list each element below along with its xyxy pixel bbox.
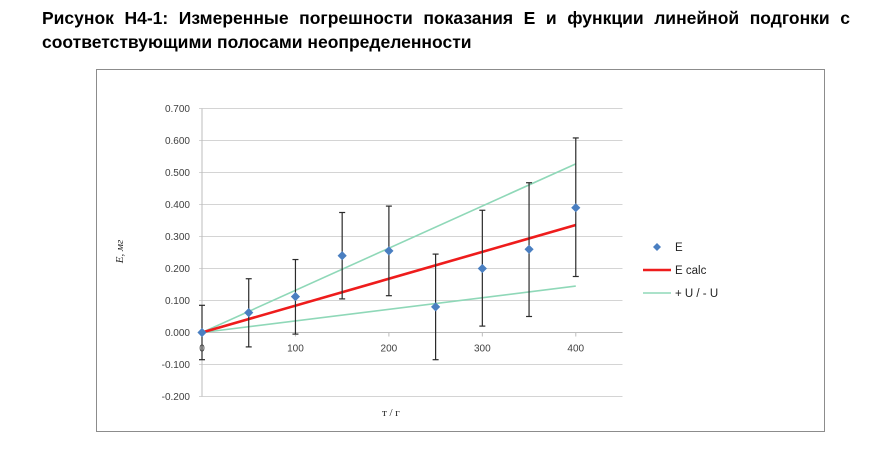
legend-label-e-calc: E calc: [675, 265, 707, 277]
y-tick-label: 0.500: [165, 168, 190, 179]
lower-uncertainty-line: [201, 285, 576, 334]
legend-label-e: E: [675, 242, 683, 254]
y-tick-label: 0.400: [165, 200, 190, 211]
x-tick-label: 400: [567, 344, 584, 355]
tick-labels: -0.200 -0.100 0.000 0.100 0.200 0.300 0.400 0.5…: [162, 104, 585, 403]
data-point: [197, 327, 207, 338]
y-tick-label: 0.700: [165, 104, 190, 115]
figure-caption: Рисунок H4-1: Измеренные погрешности пок…: [42, 8, 850, 52]
data-point: [431, 302, 441, 312]
data-point: [290, 292, 301, 302]
chart-frame: -0.200 -0.100 0.000 0.100 0.200 0.300 0.400 0.5…: [96, 69, 825, 432]
legend-label-uncertainty: + U / - U: [675, 288, 718, 300]
axes: [201, 108, 623, 397]
x-axis-label: т / г: [382, 407, 400, 419]
data-point: [384, 246, 394, 256]
data-point: [571, 203, 581, 213]
y-tick-label: 0.000: [165, 328, 190, 339]
y-axis-label: E, мг: [114, 239, 126, 264]
x-tick-label: 200: [381, 344, 398, 355]
y-tick-label: -0.200: [162, 392, 191, 403]
y-tick-label: 0.300: [165, 232, 190, 243]
y-tick-label: 0.100: [165, 296, 190, 307]
data-point: [477, 263, 487, 274]
y-tick-label: 0.200: [165, 264, 190, 275]
legend-marker-e: [653, 243, 661, 251]
data-point: [337, 251, 347, 261]
chart-plot: -0.200 -0.100 0.000 0.100 0.200 0.300 0.400 0.5…: [114, 104, 718, 419]
gridlines: [199, 108, 623, 397]
x-tick-label: 300: [474, 344, 491, 355]
y-tick-label: 0.600: [165, 136, 190, 147]
data-point: [524, 244, 534, 254]
y-tick-label: -0.100: [162, 360, 191, 371]
legend: E E calc + U / - U: [643, 242, 718, 300]
x-tick-label: 100: [287, 344, 304, 355]
